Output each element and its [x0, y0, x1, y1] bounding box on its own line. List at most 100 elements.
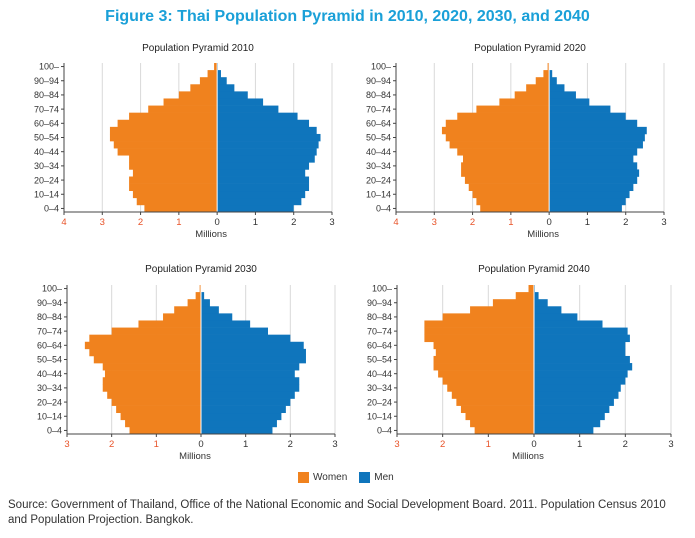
y-tick-label: 60–64	[37, 341, 62, 351]
x-tick-label: 1	[508, 217, 513, 228]
bar-men	[534, 313, 578, 321]
bar-women	[104, 370, 201, 378]
y-tick-label: 50–54	[367, 355, 392, 365]
chart-title: Population Pyramid 2020	[474, 43, 586, 54]
bar-women	[138, 320, 201, 328]
y-tick-label: 0–4	[47, 426, 62, 436]
pyramid-1: Population Pyramid 2010 4 3 2 1 0 1 2 3 Millions 0…	[34, 43, 335, 240]
bar-women	[199, 285, 201, 293]
chart-title: Population Pyramid 2040	[478, 264, 590, 275]
bar-women	[132, 169, 218, 177]
x-tick-label: 4	[393, 217, 398, 228]
x-axis-label: Millions	[179, 451, 211, 462]
bar-men	[201, 419, 277, 428]
bar-women	[461, 162, 550, 170]
legend-label-women: Women	[313, 472, 348, 483]
x-tick-label: 3	[100, 217, 105, 228]
bar-men	[217, 126, 317, 135]
bar-women	[116, 405, 201, 414]
bar-men	[549, 105, 611, 113]
y-tick-label: 70–74	[366, 104, 391, 114]
y-tick-label: 80–84	[367, 312, 392, 322]
x-tick-label: 0	[531, 439, 536, 450]
x-tick-label: 1	[585, 217, 590, 228]
bar-men	[217, 190, 306, 199]
bar-women	[441, 126, 550, 135]
bar-women	[102, 384, 201, 392]
x-tick-label: 2	[440, 439, 445, 450]
x-tick-label: 2	[109, 439, 114, 450]
bar-women	[111, 327, 201, 335]
bar-women	[476, 105, 550, 113]
bar-women	[476, 197, 550, 206]
bar-women	[113, 141, 218, 149]
bar-women	[528, 285, 534, 293]
bar-men	[217, 176, 310, 184]
y-tick-label: 90–94	[367, 298, 392, 308]
bar-women	[136, 197, 218, 206]
bar-women	[125, 419, 201, 428]
bar-men	[534, 320, 603, 328]
y-tick-label: 80–84	[34, 90, 59, 100]
bar-men	[201, 426, 273, 435]
bar-women	[190, 84, 218, 92]
figure-title: Figure 3: Thai Population Pyramid in 201…	[105, 8, 590, 25]
bar-men	[534, 299, 548, 307]
bar-men	[534, 398, 614, 406]
bar-women	[433, 363, 534, 371]
bar-women	[451, 391, 534, 399]
legend-swatch-men	[359, 472, 371, 483]
bar-women	[424, 334, 534, 343]
bar-men	[217, 70, 221, 78]
bar-women	[535, 77, 550, 85]
bar-women	[480, 204, 550, 213]
source-note: Source: Government of Thailand, Office o…	[8, 499, 666, 526]
bar-women	[129, 176, 218, 184]
bar-men	[534, 341, 626, 350]
bar-men	[549, 84, 565, 92]
bar-women	[163, 313, 201, 321]
bar-women	[109, 126, 218, 135]
bar-men	[534, 355, 630, 364]
bar-women	[514, 91, 550, 99]
x-tick-label: 3	[394, 439, 399, 450]
bar-men	[549, 133, 645, 142]
bar-women	[435, 348, 534, 357]
bar-men	[217, 155, 315, 163]
x-tick-label: 0	[546, 217, 551, 228]
bar-women	[515, 292, 534, 300]
y-tick-label: 40–44	[367, 369, 392, 379]
bar-men	[534, 306, 562, 314]
bar-women	[132, 190, 218, 199]
bar-men	[549, 176, 638, 184]
bar-men	[217, 148, 317, 156]
bar-women	[442, 377, 534, 385]
bar-men	[201, 320, 251, 328]
bar-women	[144, 204, 218, 213]
bar-women	[117, 148, 218, 156]
bar-men	[201, 292, 205, 300]
x-tick-label: 1	[176, 217, 181, 228]
x-axis-label: Millions	[512, 451, 544, 462]
y-tick-label: 30–34	[37, 383, 62, 393]
y-tick-label: 80–84	[37, 312, 62, 322]
bar-men	[201, 299, 210, 307]
y-tick-label: 90–94	[37, 298, 62, 308]
y-tick-label: 50–54	[366, 133, 391, 143]
y-tick-label: 50–54	[37, 355, 62, 365]
bar-women	[474, 426, 534, 435]
bar-women	[129, 112, 218, 121]
pyramid-3: Population Pyramid 2030 3 2 1 0 1 2 3 Millions 0–…	[37, 264, 338, 462]
x-tick-label: 2	[470, 217, 475, 228]
y-tick-label: 0–4	[377, 426, 392, 436]
y-tick-label: 20–24	[367, 397, 392, 407]
x-tick-label: 2	[138, 217, 143, 228]
pyramid-4: Population Pyramid 2040 3 2 1 0 1 2 3 Millions 0–…	[367, 264, 674, 462]
bar-women	[129, 183, 218, 192]
bar-women	[447, 384, 534, 392]
y-tick-label: 20–24	[34, 175, 59, 185]
bar-men	[217, 183, 310, 192]
x-axis-label: Millions	[527, 229, 559, 240]
bar-women	[199, 77, 218, 85]
x-tick-label: 0	[214, 217, 219, 228]
